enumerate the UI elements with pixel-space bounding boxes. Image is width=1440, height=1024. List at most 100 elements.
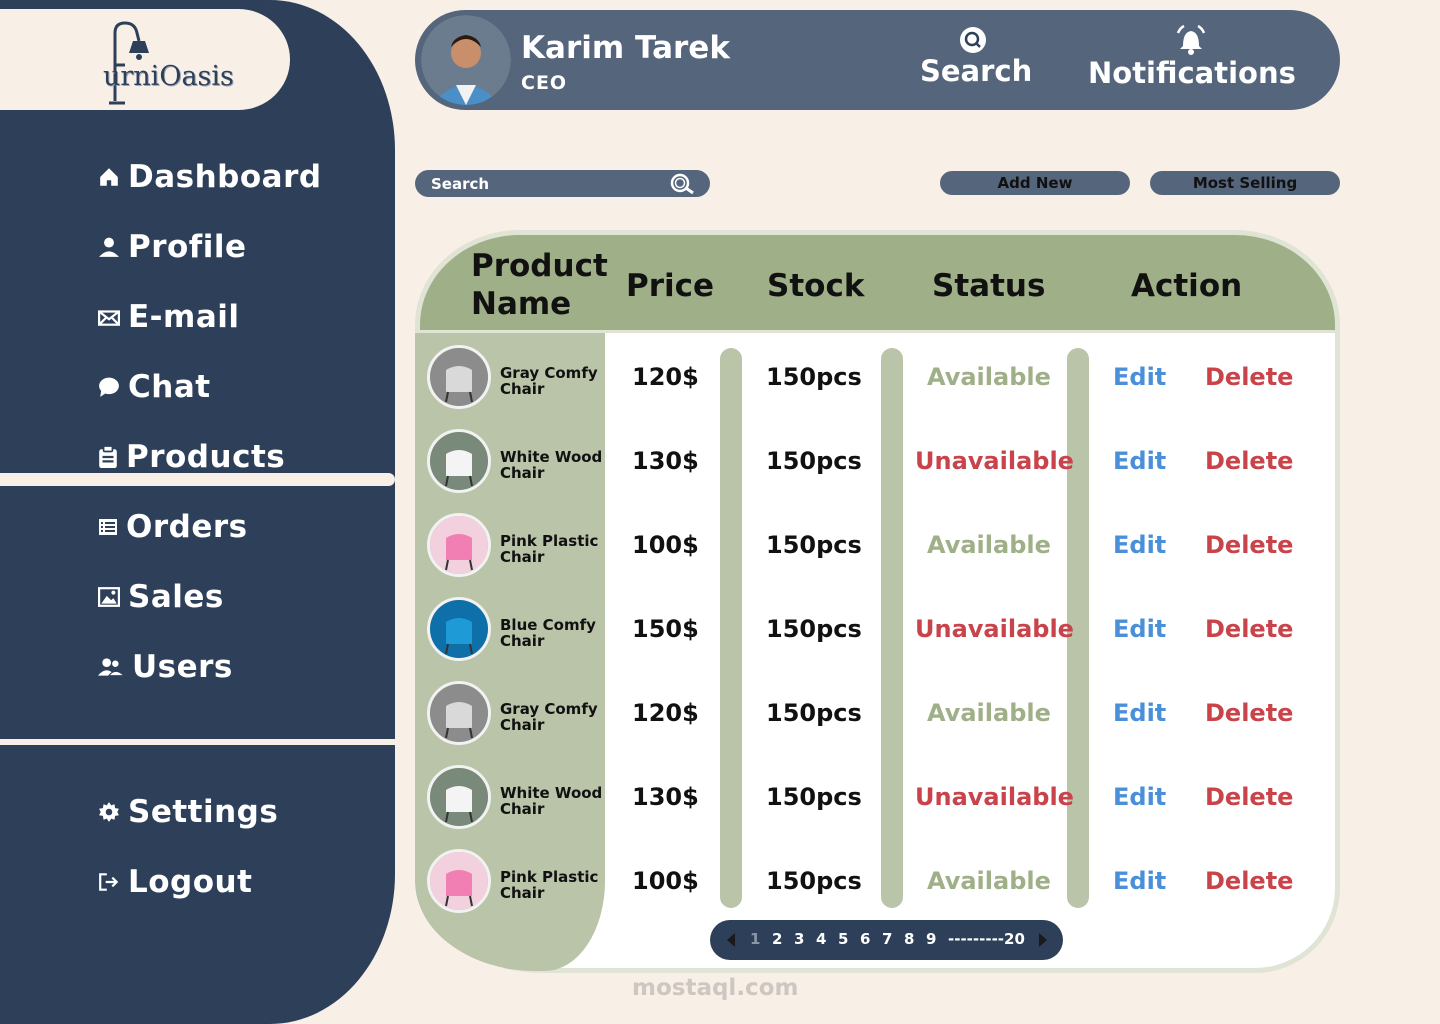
page-2[interactable]: 2 bbox=[772, 930, 783, 948]
column-separator bbox=[881, 348, 903, 908]
column-separator bbox=[1067, 348, 1089, 908]
edit-button[interactable]: Edit bbox=[1113, 531, 1167, 559]
search-input[interactable] bbox=[429, 172, 673, 196]
sidebar-item-settings[interactable]: Settings bbox=[98, 792, 278, 832]
delete-button[interactable]: Delete bbox=[1205, 531, 1294, 559]
product-thumbnail[interactable] bbox=[427, 597, 491, 661]
page-3[interactable]: 3 bbox=[794, 930, 805, 948]
user-name: Karim Tarek bbox=[521, 30, 730, 66]
home-icon bbox=[100, 168, 118, 186]
logout-icon bbox=[99, 873, 119, 891]
product-thumbnail[interactable] bbox=[427, 849, 491, 913]
product-name: Gray Comfy Chair bbox=[500, 365, 610, 397]
sidebar-item-orders[interactable]: Orders bbox=[98, 507, 248, 547]
sidebar-item-profile[interactable]: Profile bbox=[98, 227, 247, 267]
clipboard-icon bbox=[99, 446, 117, 468]
header-price[interactable]: Price bbox=[626, 268, 715, 304]
status-badge: Unavailable bbox=[915, 783, 1074, 811]
sidebar-item-products[interactable]: Products bbox=[98, 437, 285, 477]
product-name-line1: Gray Comfy bbox=[500, 700, 598, 718]
product-name-line2: Chair bbox=[500, 464, 545, 482]
product-thumbnail[interactable] bbox=[427, 681, 491, 745]
product-name: Blue Comfy Chair bbox=[500, 617, 610, 649]
stock-cell: 150pcs bbox=[766, 615, 862, 643]
edit-button[interactable]: Edit bbox=[1113, 447, 1167, 475]
stock-cell: 150pcs bbox=[766, 699, 862, 727]
product-name-line1: White Wood bbox=[500, 448, 603, 466]
edit-button[interactable]: Edit bbox=[1113, 363, 1167, 391]
product-thumbnail[interactable] bbox=[427, 513, 491, 577]
product-name: Gray Comfy Chair bbox=[500, 701, 610, 733]
sidebar-item-sales[interactable]: Sales bbox=[98, 577, 224, 617]
edit-button[interactable]: Edit bbox=[1113, 867, 1167, 895]
header-notifications-label: Notifications bbox=[1088, 56, 1296, 90]
sidebar-item-label: Chat bbox=[128, 369, 211, 405]
product-thumbnail[interactable] bbox=[427, 765, 491, 829]
product-thumbnail[interactable] bbox=[427, 429, 491, 493]
product-thumbnail[interactable] bbox=[427, 345, 491, 409]
product-name-line1: White Wood bbox=[500, 784, 603, 802]
header-notifications-button[interactable]: Notifications bbox=[1088, 24, 1296, 90]
header-stock[interactable]: Stock bbox=[767, 268, 865, 304]
status-badge: Available bbox=[927, 363, 1051, 391]
sidebar-item-email[interactable]: E-mail bbox=[98, 297, 240, 337]
price-cell: 130$ bbox=[632, 447, 699, 475]
bell-icon bbox=[1176, 24, 1205, 55]
most-selling-button[interactable]: Most Selling bbox=[1150, 171, 1340, 195]
edit-button[interactable]: Edit bbox=[1113, 615, 1167, 643]
delete-button[interactable]: Delete bbox=[1205, 363, 1294, 391]
chair-icon bbox=[430, 768, 488, 826]
page-1[interactable]: 1 bbox=[750, 930, 761, 948]
header-product-name[interactable]: Product Name bbox=[471, 247, 608, 323]
top-header: Karim Tarek CEO Search Notifications bbox=[415, 10, 1340, 110]
header-search-button[interactable]: Search bbox=[920, 24, 1032, 88]
logo-text: urniOasis bbox=[103, 61, 234, 92]
page-8[interactable]: 8 bbox=[904, 930, 915, 948]
sidebar-item-label: Logout bbox=[128, 864, 253, 900]
sidebar-item-logout[interactable]: Logout bbox=[98, 862, 252, 902]
price-cell: 150$ bbox=[632, 615, 699, 643]
sidebar-item-dashboard[interactable]: Dashboard bbox=[98, 157, 322, 197]
product-name-line2: Chair bbox=[500, 716, 545, 734]
page-4[interactable]: 4 bbox=[816, 930, 827, 948]
lamp-logo-icon bbox=[109, 21, 149, 105]
sidebar-item-users[interactable]: Users bbox=[98, 647, 233, 687]
page-5[interactable]: 5 bbox=[838, 930, 849, 948]
delete-button[interactable]: Delete bbox=[1205, 699, 1294, 727]
price-cell: 100$ bbox=[632, 867, 699, 895]
next-page-icon[interactable] bbox=[1036, 931, 1050, 949]
add-new-button[interactable]: Add New bbox=[940, 171, 1130, 195]
status-badge: Unavailable bbox=[915, 447, 1074, 475]
logo[interactable]: urniOasis bbox=[0, 9, 290, 110]
page-9[interactable]: 9 bbox=[926, 930, 937, 948]
page-last[interactable]: ---------20 bbox=[948, 930, 1025, 948]
sidebar-item-label: Sales bbox=[128, 579, 224, 615]
active-indicator bbox=[0, 473, 395, 486]
edit-button[interactable]: Edit bbox=[1113, 699, 1167, 727]
edit-button[interactable]: Edit bbox=[1113, 783, 1167, 811]
chat-bubble-icon bbox=[99, 377, 119, 397]
page-6[interactable]: 6 bbox=[860, 930, 871, 948]
magnifier-icon[interactable] bbox=[668, 173, 696, 195]
page-7[interactable]: 7 bbox=[882, 930, 893, 948]
product-name: White Wood Chair bbox=[500, 449, 610, 481]
stock-cell: 150pcs bbox=[766, 867, 862, 895]
status-badge: Unavailable bbox=[915, 615, 1074, 643]
delete-button[interactable]: Delete bbox=[1205, 615, 1294, 643]
delete-button[interactable]: Delete bbox=[1205, 867, 1294, 895]
price-cell: 130$ bbox=[632, 783, 699, 811]
header-status[interactable]: Status bbox=[932, 268, 1046, 304]
sidebar-item-label: Dashboard bbox=[128, 159, 322, 195]
gear-icon bbox=[99, 802, 119, 822]
price-cell: 120$ bbox=[632, 363, 699, 391]
avatar[interactable] bbox=[421, 15, 511, 105]
header-product-name-line2: Name bbox=[471, 286, 572, 322]
header-action[interactable]: Action bbox=[1131, 268, 1243, 304]
sidebar-item-chat[interactable]: Chat bbox=[98, 367, 211, 407]
delete-button[interactable]: Delete bbox=[1205, 783, 1294, 811]
product-name: Pink Plastic Chair bbox=[500, 533, 610, 565]
sidebar-item-label: Settings bbox=[128, 794, 279, 830]
delete-button[interactable]: Delete bbox=[1205, 447, 1294, 475]
sidebar-divider bbox=[0, 739, 395, 745]
prev-page-icon[interactable] bbox=[724, 931, 738, 949]
